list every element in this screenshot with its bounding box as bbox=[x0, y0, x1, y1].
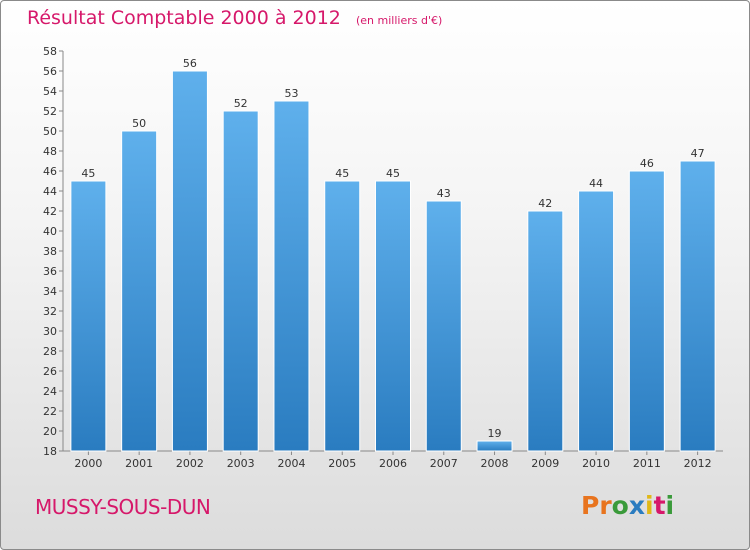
x-tick-label: 2003 bbox=[227, 457, 255, 470]
chart-header: Résultat Comptable 2000 à 2012 (en milli… bbox=[27, 7, 442, 29]
bar[interactable] bbox=[476, 440, 513, 452]
y-tick-label: 36 bbox=[43, 265, 57, 278]
bar-value-label: 19 bbox=[488, 427, 502, 440]
y-tick-label: 18 bbox=[43, 445, 57, 458]
y-tick-label: 22 bbox=[43, 405, 57, 418]
x-tick-label: 2012 bbox=[684, 457, 712, 470]
bar-value-label: 45 bbox=[335, 167, 349, 180]
bar-value-label: 47 bbox=[691, 147, 705, 160]
y-tick-label: 50 bbox=[43, 125, 57, 138]
y-tick-label: 32 bbox=[43, 305, 57, 318]
x-tick-label: 2011 bbox=[633, 457, 661, 470]
y-tick-label: 42 bbox=[43, 205, 57, 218]
bar-value-label: 44 bbox=[589, 177, 603, 190]
y-tick-label: 40 bbox=[43, 225, 57, 238]
x-tick-label: 2008 bbox=[481, 457, 509, 470]
brand-logo-letter: r bbox=[599, 491, 612, 520]
bar-value-label: 42 bbox=[538, 197, 552, 210]
brand-logo-letter: x bbox=[628, 491, 645, 520]
bar[interactable] bbox=[628, 170, 665, 452]
bar[interactable] bbox=[324, 180, 361, 452]
x-tick-label: 2004 bbox=[277, 457, 305, 470]
brand-logo[interactable]: Proxiti bbox=[581, 491, 674, 520]
bar-value-label: 45 bbox=[81, 167, 95, 180]
y-tick-label: 28 bbox=[43, 345, 57, 358]
y-axis: 18 20 22 24 26 28 30 32 34 36 38 40 42 44 46 48 50 52 54 56… bbox=[43, 45, 64, 458]
y-tick-label: 54 bbox=[43, 85, 57, 98]
bar-value-label: 50 bbox=[132, 117, 146, 130]
x-tick-label: 2000 bbox=[74, 457, 102, 470]
y-tick-label: 26 bbox=[43, 365, 57, 378]
x-tick-label: 2009 bbox=[531, 457, 559, 470]
y-tick-label: 56 bbox=[43, 65, 57, 78]
location-name: MUSSY-SOUS-DUN bbox=[35, 495, 211, 519]
y-tick-label: 38 bbox=[43, 245, 57, 258]
x-tick-label: 2006 bbox=[379, 457, 407, 470]
bar-value-label: 46 bbox=[640, 157, 654, 170]
x-tick-label: 2002 bbox=[176, 457, 204, 470]
y-tick-label: 46 bbox=[43, 165, 57, 178]
bar-value-label: 53 bbox=[284, 87, 298, 100]
bar[interactable] bbox=[578, 190, 615, 452]
y-tick-label: 48 bbox=[43, 145, 57, 158]
y-tick-label: 44 bbox=[43, 185, 57, 198]
y-tick-label: 20 bbox=[43, 425, 57, 438]
bar-value-label: 56 bbox=[183, 57, 197, 70]
y-tick-label: 58 bbox=[43, 45, 57, 58]
x-tick-label: 2005 bbox=[328, 457, 356, 470]
bar-value-label: 45 bbox=[386, 167, 400, 180]
x-axis: 2000 2001 2002 2003 2004 2005 2006 2007 2008 2009… bbox=[63, 450, 723, 470]
bar-value-label: 43 bbox=[437, 187, 451, 200]
bar[interactable] bbox=[121, 130, 158, 452]
bars: 45 50 56 52 53 45 45 43 19 42 44 46 47 bbox=[70, 57, 716, 452]
bar[interactable] bbox=[375, 180, 411, 452]
y-tick-label: 30 bbox=[43, 325, 57, 338]
bar[interactable] bbox=[527, 210, 564, 452]
bar[interactable] bbox=[679, 160, 716, 452]
chart-title: Résultat Comptable 2000 à 2012 bbox=[27, 7, 341, 29]
bar[interactable] bbox=[273, 100, 310, 452]
x-tick-label: 2001 bbox=[125, 457, 153, 470]
bar[interactable] bbox=[70, 180, 107, 452]
brand-logo-letter: o bbox=[611, 491, 629, 520]
y-tick-label: 34 bbox=[43, 285, 57, 298]
chart-subtitle: (en milliers d'€) bbox=[355, 14, 443, 27]
brand-logo-letter: i bbox=[645, 491, 654, 520]
brand-logo-letter: i bbox=[665, 491, 675, 520]
brand-logo-letter: P bbox=[581, 491, 600, 520]
bar[interactable] bbox=[425, 200, 462, 452]
bar[interactable] bbox=[222, 110, 259, 452]
bar-value-label: 52 bbox=[234, 97, 248, 110]
x-tick-label: 2010 bbox=[582, 457, 610, 470]
y-tick-label: 52 bbox=[43, 105, 57, 118]
y-tick-label: 24 bbox=[43, 385, 57, 398]
brand-logo-letter: t bbox=[653, 491, 666, 520]
bar[interactable] bbox=[171, 70, 208, 452]
x-tick-label: 2007 bbox=[430, 457, 458, 470]
